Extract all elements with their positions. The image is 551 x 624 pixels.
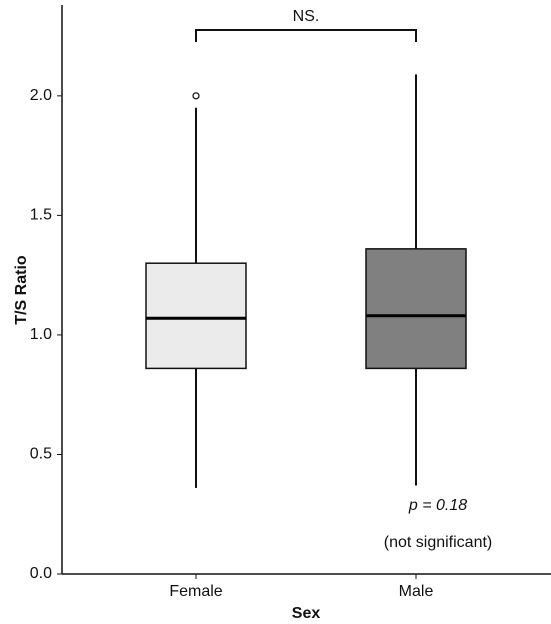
x-tick-label: Male [399,583,434,600]
outlier [192,92,200,100]
significance-note: (not significant) [384,534,493,551]
x-tick-label: Female [169,583,222,600]
y-tick-label: 0.0 [30,565,52,582]
x-axis-label: Sex [292,605,321,622]
y-tick-label: 2.0 [30,87,52,104]
box [145,262,247,370]
significance-bracket [195,29,417,42]
y-tick-label: 1.5 [30,207,52,224]
y-axis-label: T/S Ratio [13,255,30,325]
bracket-label: NS. [293,8,320,25]
y-tick-label: 0.5 [30,446,52,463]
y-tick-label: 1.0 [30,326,52,343]
box [365,248,467,370]
p-value: p = 0.18 [408,497,467,514]
